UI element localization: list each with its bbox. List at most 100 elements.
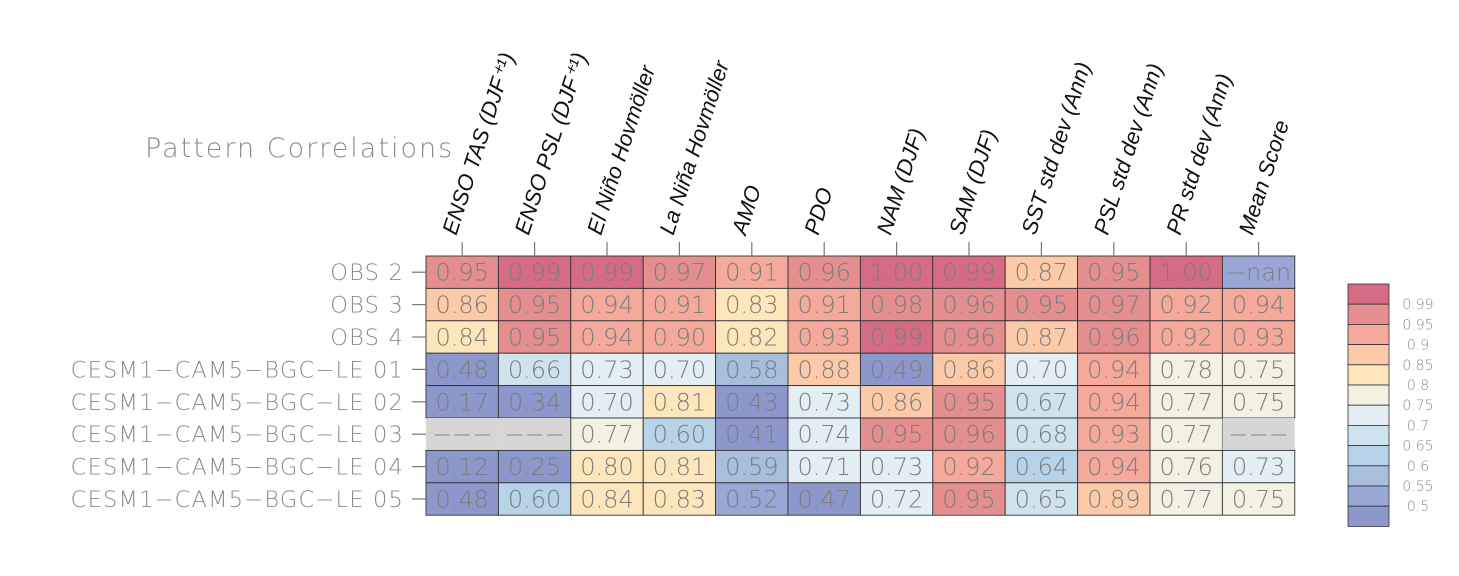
legend-label: 0.9 <box>1407 338 1429 354</box>
cell-value-label: 0.95 <box>508 291 561 319</box>
cell-value-label: 0.80 <box>580 453 633 481</box>
heatmap-cell <box>787 449 861 484</box>
heatmap-cell <box>1077 255 1151 289</box>
heatmap-cell <box>859 482 934 516</box>
row-label: CESM1−CAM5−BGC−LE 05 <box>71 487 404 513</box>
heatmap-cell <box>715 287 789 322</box>
cell-value-label: 0.94 <box>580 324 633 352</box>
cell-value-label: 0.87 <box>1015 324 1068 352</box>
cell-value-label: 0.86 <box>870 388 923 416</box>
legend-label: 0.7 <box>1407 418 1429 434</box>
heatmap-cell <box>425 255 499 289</box>
heatmap-cell <box>932 417 1006 451</box>
heatmap-cell <box>1077 482 1151 516</box>
heatmap-cell <box>1149 385 1223 419</box>
heatmap-cell <box>497 482 572 516</box>
cell-value-label: 0.25 <box>508 453 561 481</box>
cell-value-label: 0.81 <box>653 453 706 481</box>
cell-value-label: 0.99 <box>508 259 561 287</box>
row-labels: OBS 2 OBS 3 OBS 4 CESM1−CAM5−BGC−LE 01 CESM1… <box>71 260 426 513</box>
heatmap-cell <box>859 287 934 322</box>
heatmap-cell <box>426 418 499 451</box>
cell-value-label: 0.84 <box>435 324 488 352</box>
cell-value-label: 0.94 <box>1087 388 1140 416</box>
cell-value-label: 0.95 <box>508 324 561 352</box>
legend-swatch <box>1347 364 1390 386</box>
cell-value-label: −−− <box>432 421 492 449</box>
cell-value-label: 1.00 <box>870 259 923 287</box>
heatmap-cell <box>570 320 644 354</box>
heatmap-cell <box>932 287 1006 322</box>
cell-value-label: 0.93 <box>1232 324 1285 352</box>
cell-value-label: 0.75 <box>1232 388 1285 416</box>
column-label: SST std dev (Ann) <box>1016 59 1095 238</box>
cell-value-label: 0.93 <box>797 324 850 352</box>
cell-value-label: 0.84 <box>580 486 633 514</box>
column-label: SAM (DJF) <box>944 126 1001 237</box>
column-label: Mean Score <box>1234 117 1294 238</box>
heatmap-cell <box>715 417 789 451</box>
cell-value-label: 0.34 <box>508 388 561 416</box>
cell-value-label: 0.81 <box>653 388 706 416</box>
heatmap-cell <box>425 482 499 516</box>
heatmap-cell <box>425 385 499 419</box>
cell-value-label: 0.83 <box>725 291 778 319</box>
column-label: La Niña Hovmöller <box>654 56 734 237</box>
cell-value-label: 0.96 <box>942 291 995 319</box>
heatmap-cell <box>570 417 644 451</box>
legend-swatch <box>1347 323 1390 345</box>
cell-value-label: 0.47 <box>797 486 850 514</box>
heatmap-cell <box>1077 287 1151 322</box>
cell-value-label: 0.95 <box>870 421 923 449</box>
row-label: CESM1−CAM5−BGC−LE 02 <box>71 390 404 416</box>
cell-value-label: 0.17 <box>435 388 488 416</box>
heatmap-cell <box>570 352 644 387</box>
heatmap-cell <box>1077 352 1151 387</box>
cell-value-label: 0.95 <box>1087 259 1140 287</box>
cell-value-label: 0.77 <box>1159 486 1212 514</box>
cell-value-label: 0.60 <box>508 486 561 514</box>
row-label: OBS 4 <box>330 325 404 351</box>
cell-value-label: 0.95 <box>435 259 488 287</box>
heatmap-cell <box>497 287 572 322</box>
heatmap-cell <box>787 287 861 322</box>
heatmap-cell <box>859 352 934 387</box>
cell-value-label: 0.99 <box>870 324 923 352</box>
heatmap-cell <box>932 255 1006 289</box>
cell-value-label: 0.94 <box>580 291 633 319</box>
cell-value-label: 0.70 <box>580 388 633 416</box>
cell-value-label: 0.93 <box>1087 421 1140 449</box>
legend-label: 0.8 <box>1407 378 1429 394</box>
heatmap-cell <box>787 482 861 516</box>
cell-value-label: 0.94 <box>1087 453 1140 481</box>
legend-swatch <box>1347 424 1390 446</box>
cell-value-label: 0.90 <box>653 324 706 352</box>
heatmap-cell <box>787 255 861 289</box>
column-label: NAM (DJF) <box>872 125 930 237</box>
cell-value-label: 0.99 <box>580 259 633 287</box>
cell-value-label: 0.72 <box>870 486 923 514</box>
cell-value-label: 0.97 <box>653 259 706 287</box>
cell-value-label: −−− <box>1228 421 1288 449</box>
cell-value-label: 1.00 <box>1159 259 1212 287</box>
cell-value-label: 0.95 <box>942 388 995 416</box>
heatmap-cell <box>859 320 934 354</box>
column-label: PDO <box>799 184 838 237</box>
heatmap-cell <box>497 449 572 484</box>
legend-swatch <box>1347 303 1390 325</box>
cell-value-label: 0.86 <box>435 291 488 319</box>
cell-value-label: 0.92 <box>1159 291 1212 319</box>
heatmap-cell <box>1149 482 1223 516</box>
cell-value-label: 0.91 <box>797 291 850 319</box>
heatmap-cell <box>570 385 644 419</box>
cell-value-label: 0.58 <box>725 356 778 384</box>
cell-value-label: 0.89 <box>1087 486 1140 514</box>
heatmap-cell <box>1004 287 1079 322</box>
heatmap-cell <box>787 385 861 419</box>
heatmap-cell <box>1221 352 1296 387</box>
legend-label: 0.75 <box>1402 398 1433 414</box>
heatmap-cell <box>859 385 934 419</box>
heatmap-cell <box>715 449 789 484</box>
cell-value-label: 0.48 <box>435 356 488 384</box>
cell-value-label: 0.71 <box>797 453 850 481</box>
